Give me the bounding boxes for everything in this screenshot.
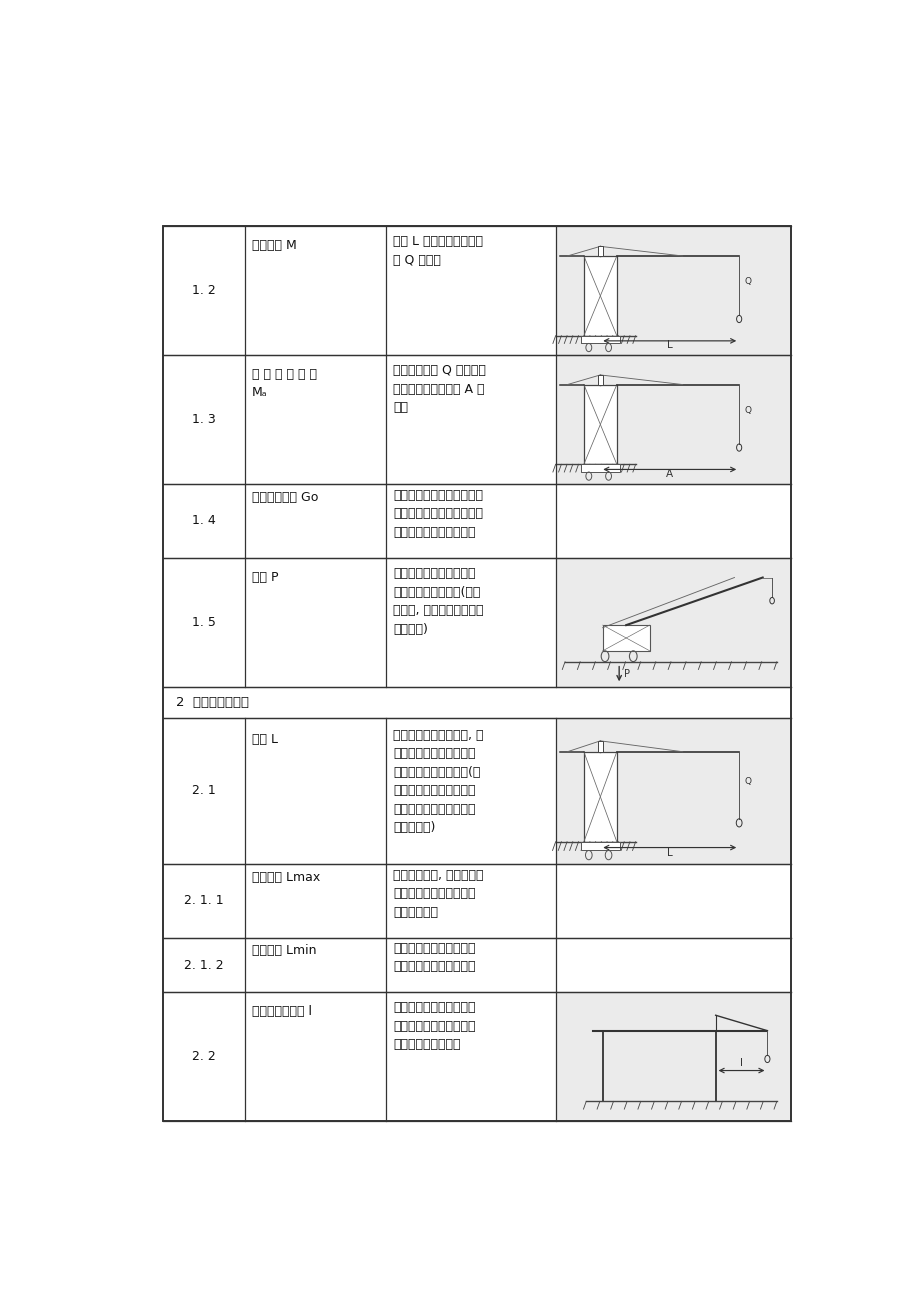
Text: Q: Q	[743, 777, 751, 785]
Text: Q: Q	[743, 277, 751, 286]
Text: 起重机置于水平场地时, 空
载吊具垂直中心线至回转
中心线之间的水平距离(非
回转浮式起重机为空载吊
具垂直中心线至船舶护木
的水平距离): 起重机置于水平场地时, 空 载吊具垂直中心线至回转 中心线之间的水平距离(非 回…	[392, 729, 483, 835]
Bar	[580, 336, 619, 344]
Text: 起吊物品重力 Q 和从载荷
中心线至倾覆线距离 A 的
乘积: 起吊物品重力 Q 和从载荷 中心线至倾覆线距离 A 的 乘积	[392, 365, 485, 414]
Text: 2. 1. 2: 2. 1. 2	[184, 958, 223, 971]
Bar	[555, 227, 790, 355]
Text: l: l	[739, 1059, 743, 1068]
Text: 起重力矩 M: 起重力矩 M	[252, 240, 296, 253]
Bar	[164, 227, 790, 1121]
Text: 幅度 L: 幅度 L	[252, 733, 278, 746]
Bar	[584, 256, 616, 336]
Text: 1. 3: 1. 3	[192, 413, 216, 426]
Text: L: L	[666, 340, 672, 350]
Bar	[580, 842, 619, 850]
Text: 最大幅度 Lmax: 最大幅度 Lmax	[252, 871, 320, 884]
Bar	[164, 227, 790, 1121]
Text: 幅度 L 和相应起吊物品重
力 Q 的乘积: 幅度 L 和相应起吊物品重 力 Q 的乘积	[392, 236, 482, 267]
Text: 悬臂有效伸缩距 l: 悬臂有效伸缩距 l	[252, 1005, 312, 1018]
Bar	[597, 246, 602, 256]
Text: 1. 4: 1. 4	[192, 514, 216, 527]
Bar	[597, 375, 602, 384]
Bar	[584, 384, 616, 465]
Text: 包括压重、平衡重、燃料、
油液、润滑剂和水等在内的
起重机各部分质量的总和: 包括压重、平衡重、燃料、 油液、润滑剂和水等在内的 起重机各部分质量的总和	[392, 488, 482, 539]
Bar	[602, 625, 649, 651]
Bar	[555, 992, 790, 1121]
Bar	[584, 751, 616, 842]
Text: 臂架倾角最大或小车在臂
架最内极限位置时的幅度: 臂架倾角最大或小车在臂 架最内极限位置时的幅度	[392, 941, 475, 974]
Text: 轮压 P: 轮压 P	[252, 572, 278, 585]
Text: 起 重 倾 覆 力 矩
Mₐ: 起 重 倾 覆 力 矩 Mₐ	[252, 368, 316, 400]
Text: 最小幅度 Lmin: 最小幅度 Lmin	[252, 944, 316, 957]
Bar	[597, 741, 602, 751]
Bar	[555, 719, 790, 863]
Text: 2. 1: 2. 1	[192, 784, 216, 797]
Text: 起重机工作时, 臂架倾角最
小或小车在臂架最外极限
位置时的幅度: 起重机工作时, 臂架倾角最 小或小车在臂架最外极限 位置时的幅度	[392, 868, 483, 919]
Text: 2  起重机尺寸参数: 2 起重机尺寸参数	[176, 697, 249, 710]
Text: L: L	[666, 848, 672, 858]
Text: 2. 2: 2. 2	[192, 1049, 216, 1062]
Text: 起重机总质量 Go: 起重机总质量 Go	[252, 491, 318, 504]
Text: Q: Q	[743, 406, 751, 415]
Bar	[580, 465, 619, 473]
Text: A: A	[665, 469, 673, 479]
Bar	[555, 355, 790, 483]
Text: 1. 2: 1. 2	[192, 284, 216, 297]
Text: 1. 5: 1. 5	[192, 616, 216, 629]
Text: P: P	[623, 668, 630, 678]
Text: 一个车轮传递到轨道或地
面上的最大垂直载荷(按工
况不同, 分为工作轮压和非
工作轮压): 一个车轮传递到轨道或地 面上的最大垂直载荷(按工 况不同, 分为工作轮压和非 工…	[392, 568, 483, 635]
Bar	[555, 559, 790, 687]
Text: 2. 1. 1: 2. 1. 1	[184, 894, 223, 907]
Text: 离悬臂最近的起重机轨道
中心线到位于悬臂端部吊
具中心线之间的距离: 离悬臂最近的起重机轨道 中心线到位于悬臂端部吊 具中心线之间的距离	[392, 1001, 475, 1051]
